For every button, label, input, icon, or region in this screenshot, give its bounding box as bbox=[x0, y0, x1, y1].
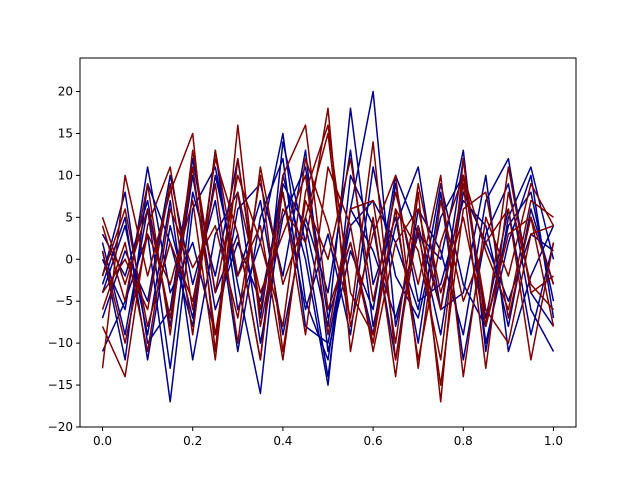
y-tick-label: −20 bbox=[48, 420, 73, 434]
series-line-11 bbox=[101, 124, 554, 378]
y-tick-label: 5 bbox=[65, 210, 73, 224]
y-tick-label: 10 bbox=[58, 168, 73, 182]
series-line-14 bbox=[101, 157, 555, 370]
x-tick-label: 0.4 bbox=[273, 434, 292, 448]
y-tick-label: 0 bbox=[65, 252, 73, 266]
series-line-13 bbox=[101, 132, 555, 370]
y-axis: −20 −15 −10 −5 0 5 10 15 20 bbox=[48, 85, 80, 434]
plot-frame bbox=[79, 57, 577, 428]
x-tick-label: 0.2 bbox=[183, 434, 202, 448]
y-tick-label: −10 bbox=[48, 336, 73, 350]
series-line-12 bbox=[101, 141, 555, 386]
x-tick-label: 1.0 bbox=[544, 434, 563, 448]
series-lines bbox=[101, 90, 555, 403]
y-tick-label: −5 bbox=[55, 294, 73, 308]
series-line-17 bbox=[101, 124, 554, 361]
series-line-5 bbox=[101, 157, 555, 386]
x-tick-label: 0.6 bbox=[364, 434, 383, 448]
series-line-8 bbox=[101, 149, 555, 361]
series-line-16 bbox=[101, 166, 554, 344]
series-line-15 bbox=[101, 157, 555, 378]
y-tick-label: −15 bbox=[48, 378, 73, 392]
x-axis: 0.0 0.2 0.4 0.6 0.8 1.0 bbox=[93, 427, 563, 448]
x-tick-label: 0.0 bbox=[93, 434, 112, 448]
y-tick-label: 15 bbox=[58, 126, 73, 140]
x-tick-label: 0.8 bbox=[454, 434, 473, 448]
y-tick-label: 20 bbox=[58, 85, 73, 99]
